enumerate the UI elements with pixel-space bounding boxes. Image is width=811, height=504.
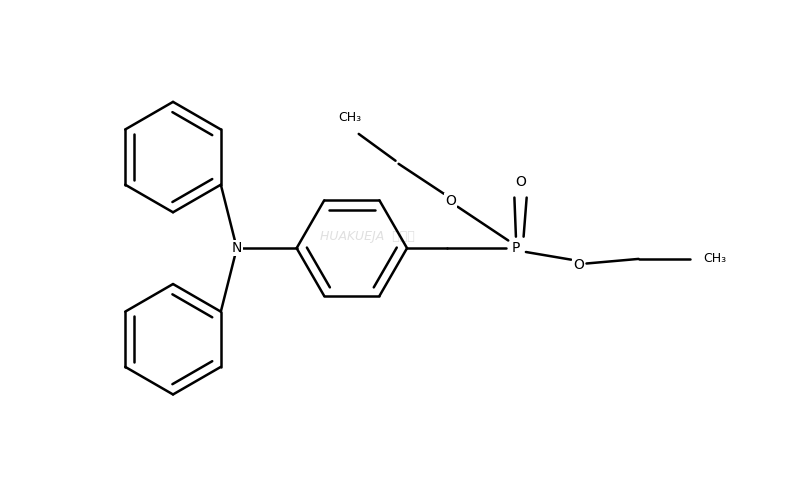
Text: CH₃: CH₃: [703, 253, 726, 266]
Text: N: N: [232, 241, 242, 255]
Text: O: O: [515, 175, 526, 189]
Text: O: O: [573, 258, 584, 272]
Text: HUAKUEJA  化学加: HUAKUEJA 化学加: [320, 230, 414, 243]
Text: CH₃: CH₃: [338, 111, 361, 124]
Text: P: P: [512, 241, 520, 255]
Text: O: O: [445, 194, 456, 208]
